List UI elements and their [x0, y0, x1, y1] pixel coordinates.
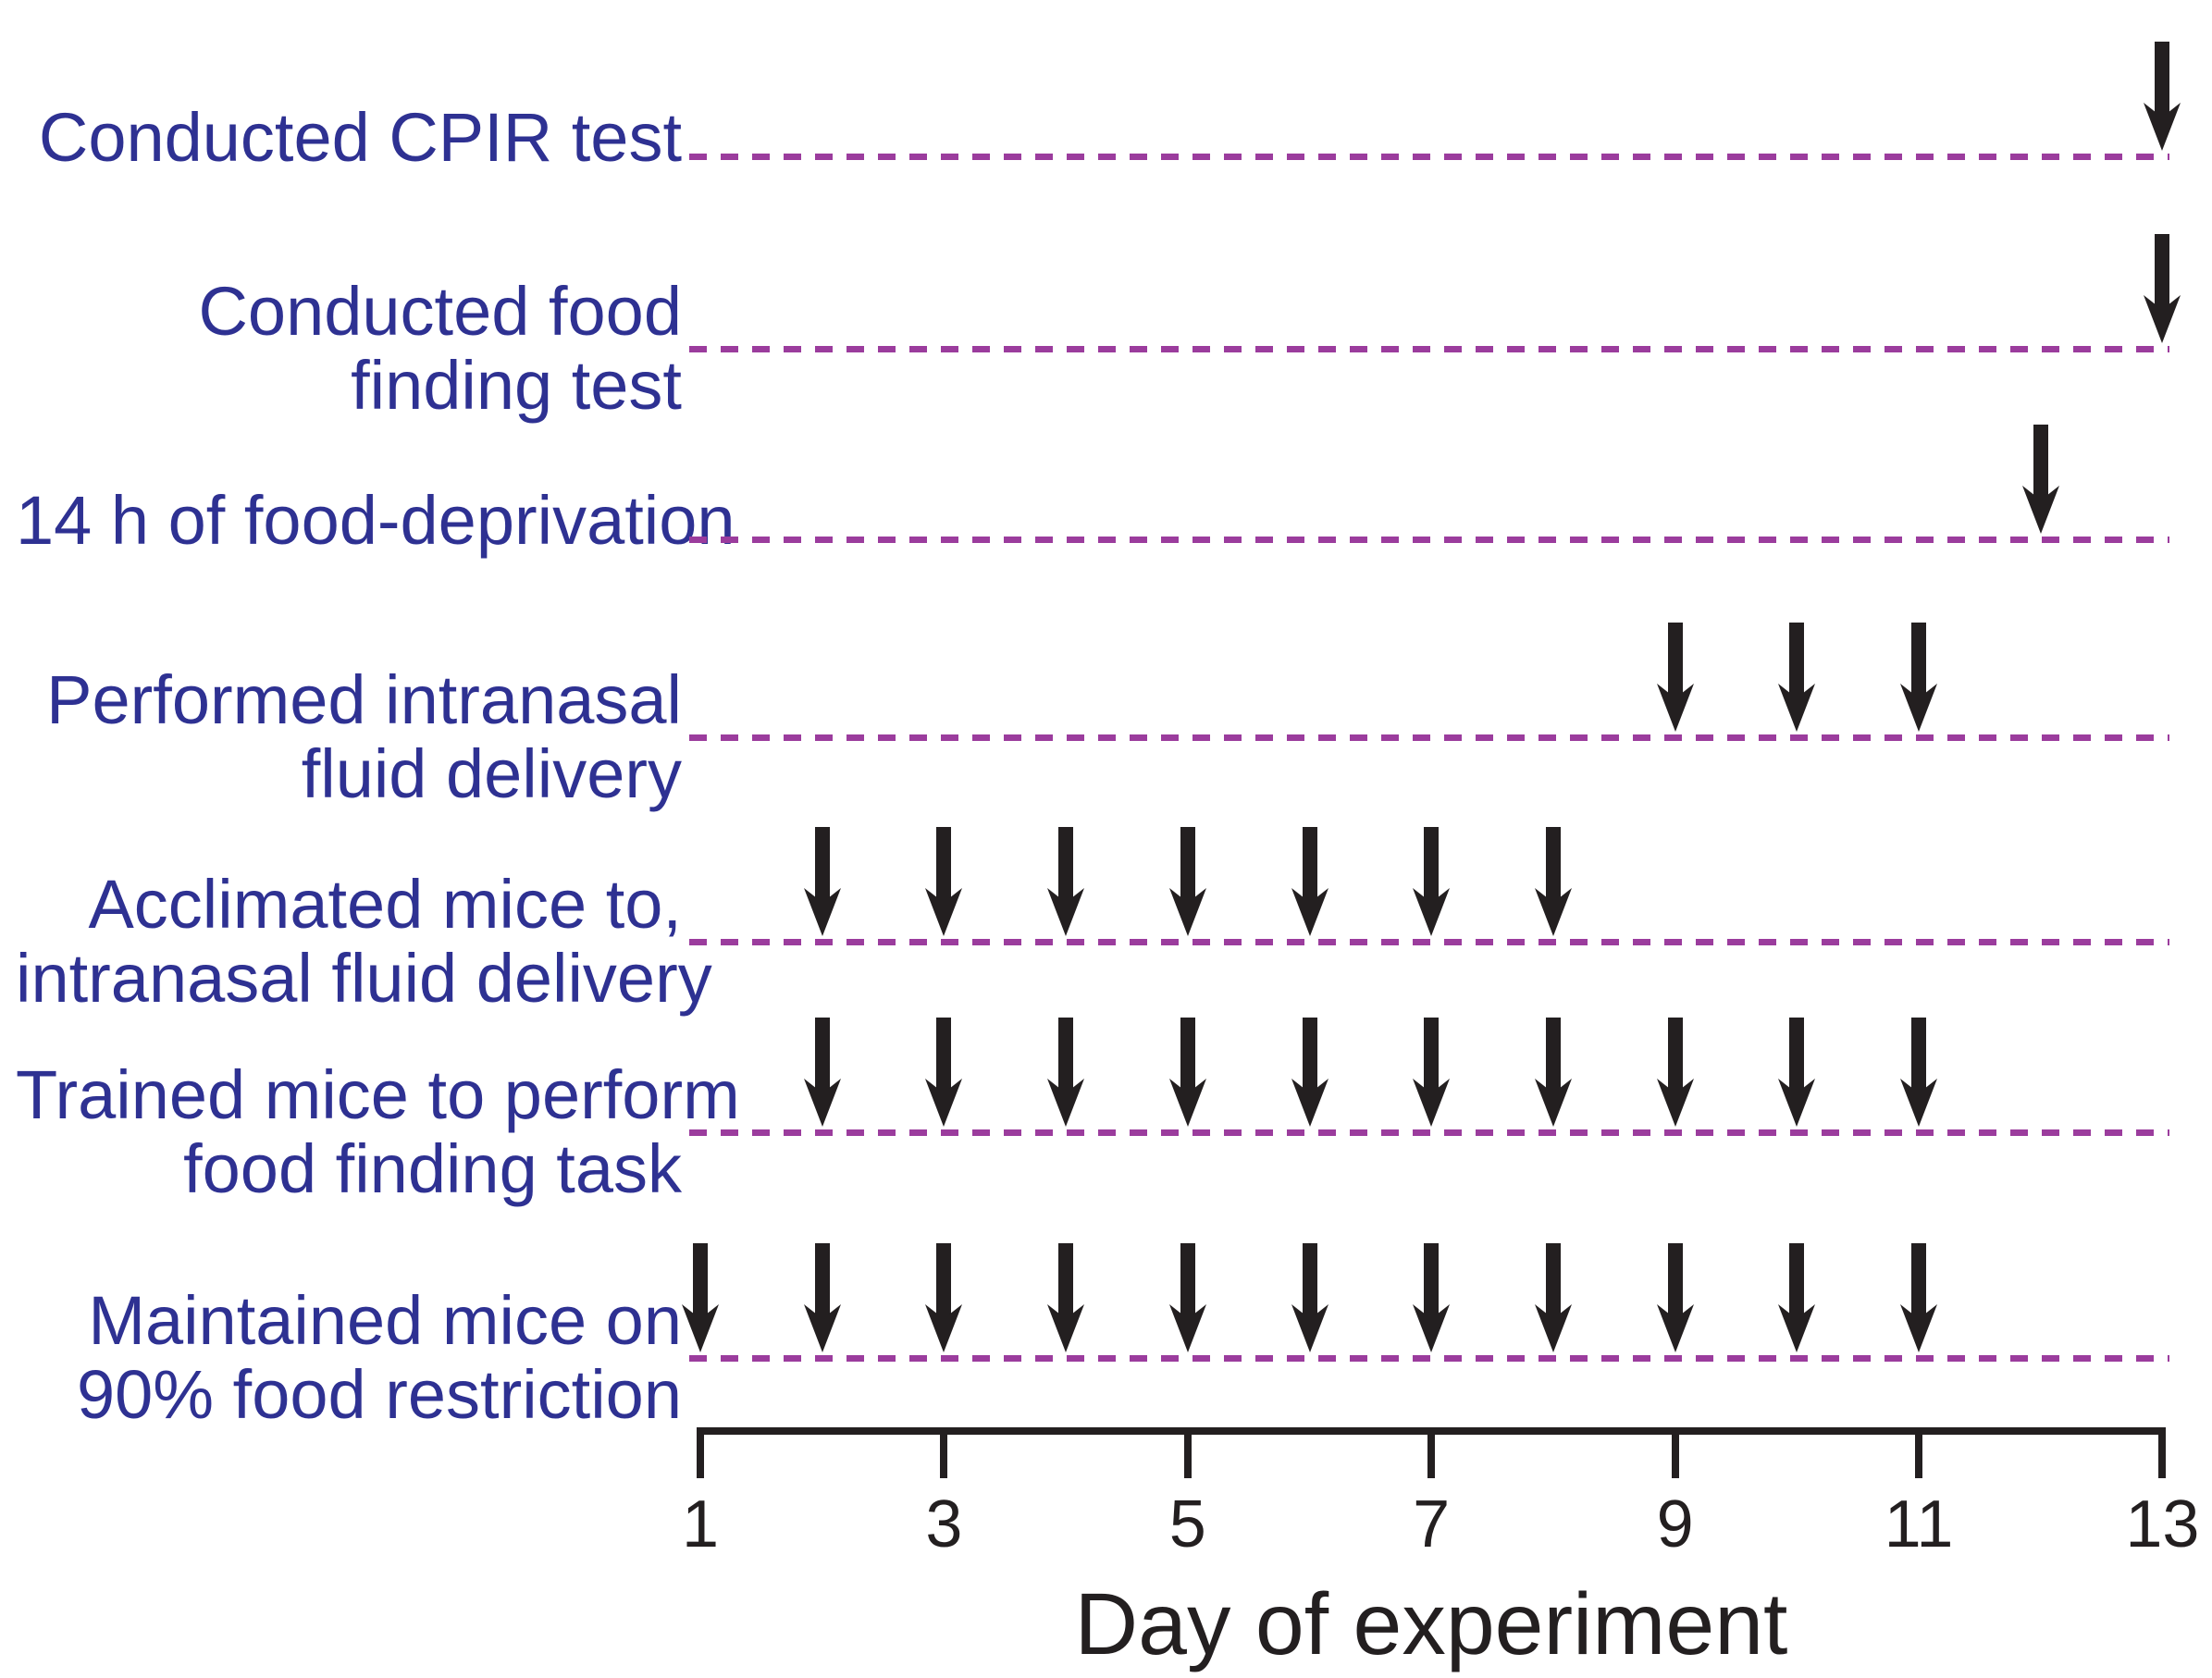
- row-dashed-line-trained-mice: [689, 1129, 2169, 1136]
- down-arrow-icon: [1168, 827, 1206, 936]
- row-label-performed-intranasal: Performed intranasal fluid delivery: [46, 661, 682, 812]
- down-arrow-icon: [1047, 827, 1085, 936]
- down-arrow-icon: [1291, 827, 1328, 936]
- x-axis-tick-day-3: [940, 1427, 948, 1478]
- row-dashed-line-acclimated-mice: [689, 939, 2169, 945]
- down-arrow-icon: [682, 1243, 719, 1352]
- row-label-conducted-cpir-test: Conducted CPIR test: [38, 99, 682, 176]
- down-arrow-icon: [2144, 234, 2181, 343]
- down-arrow-icon: [1534, 1243, 1572, 1352]
- down-arrow-icon: [1656, 1243, 1694, 1352]
- row-label-food-deprivation: 14 h of food-deprivation: [16, 482, 735, 559]
- x-axis-tick-label-day-11: 11: [1884, 1487, 1954, 1561]
- down-arrow-icon: [1291, 1243, 1328, 1352]
- down-arrow-icon: [1900, 623, 1937, 732]
- down-arrow-icon: [1291, 1018, 1328, 1127]
- down-arrow-icon: [803, 1018, 841, 1127]
- x-axis-tick-label-day-3: 3: [925, 1487, 963, 1561]
- x-axis-tick-label-day-13: 13: [2125, 1487, 2200, 1561]
- x-axis-tick-label-day-9: 9: [1656, 1487, 1694, 1561]
- down-arrow-icon: [1656, 623, 1694, 732]
- row-dashed-line-conducted-food-finding-test: [689, 346, 2169, 352]
- down-arrow-icon: [1168, 1018, 1206, 1127]
- down-arrow-icon: [1413, 827, 1451, 936]
- row-dashed-line-food-deprivation: [689, 537, 2169, 543]
- row-label-maintained-mice: Maintained mice on 90% food restriction: [76, 1282, 682, 1433]
- down-arrow-icon: [925, 827, 963, 936]
- down-arrow-icon: [2021, 425, 2059, 534]
- down-arrow-icon: [803, 1243, 841, 1352]
- row-label-trained-mice: Trained mice to perform food finding task: [16, 1056, 740, 1207]
- down-arrow-icon: [1778, 623, 1816, 732]
- down-arrow-icon: [803, 827, 841, 936]
- down-arrow-icon: [1534, 1018, 1572, 1127]
- down-arrow-icon: [1900, 1018, 1937, 1127]
- x-axis-tick-day-13: [2158, 1427, 2167, 1478]
- down-arrow-icon: [1900, 1243, 1937, 1352]
- down-arrow-icon: [1168, 1243, 1206, 1352]
- down-arrow-icon: [1413, 1018, 1451, 1127]
- x-axis-tick-day-5: [1183, 1427, 1192, 1478]
- down-arrow-icon: [1656, 1018, 1694, 1127]
- x-axis-title: Day of experiment: [1074, 1575, 1788, 1673]
- row-dashed-line-maintained-mice: [689, 1355, 2169, 1362]
- x-axis-tick-day-11: [1915, 1427, 1922, 1478]
- down-arrow-icon: [1534, 827, 1572, 936]
- down-arrow-icon: [2144, 42, 2181, 151]
- x-axis-tick-day-9: [1671, 1427, 1679, 1478]
- down-arrow-icon: [925, 1243, 963, 1352]
- row-dashed-line-performed-intranasal: [689, 734, 2169, 741]
- x-axis-tick-label-day-5: 5: [1168, 1487, 1206, 1561]
- row-dashed-line-conducted-cpir-test: [689, 154, 2169, 160]
- x-axis-tick-label-day-1: 1: [681, 1487, 720, 1561]
- down-arrow-icon: [1047, 1018, 1085, 1127]
- down-arrow-icon: [1778, 1243, 1816, 1352]
- down-arrow-icon: [1413, 1243, 1451, 1352]
- x-axis-tick-day-1: [697, 1427, 704, 1478]
- row-label-acclimated-mice: Acclimated mice to, intranasal fluid deli…: [16, 866, 712, 1017]
- x-axis-tick-label-day-7: 7: [1413, 1487, 1451, 1561]
- x-axis-tick-day-7: [1427, 1427, 1436, 1478]
- row-label-conducted-food-finding-test: Conducted food finding test: [198, 273, 682, 424]
- down-arrow-icon: [925, 1018, 963, 1127]
- down-arrow-icon: [1047, 1243, 1085, 1352]
- down-arrow-icon: [1778, 1018, 1816, 1127]
